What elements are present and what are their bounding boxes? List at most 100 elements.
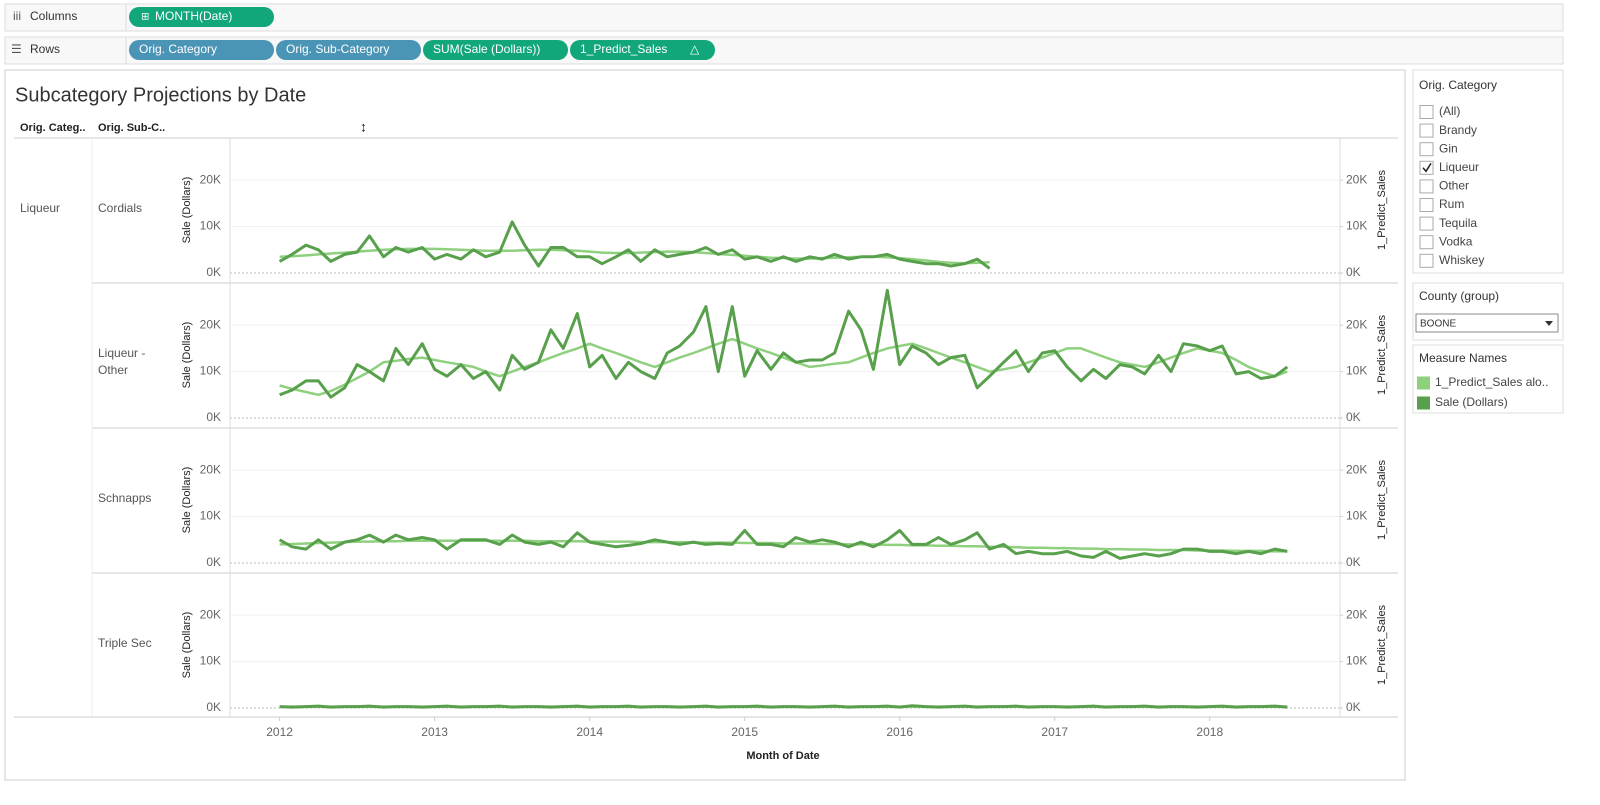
subcategory-label: Triple Sec: [98, 636, 152, 650]
y-tick-label: 20K: [200, 462, 221, 476]
y-axis-title: Sale (Dollars): [181, 177, 193, 244]
y-tick-label: 0K: [206, 555, 221, 569]
y2-tick-label: 20K: [1346, 462, 1367, 476]
y2-axis-title: 1_Predict_Sales: [1376, 604, 1388, 685]
filter-card: [1412, 69, 1564, 274]
subcategory-label: Schnapps: [98, 491, 152, 505]
check-mark: [1422, 162, 1432, 173]
y-tick-label: 10K: [200, 654, 221, 668]
county-dropdown[interactable]: [1415, 313, 1559, 333]
x-tick-label: 2018: [1196, 725, 1223, 739]
y-tick-label: 0K: [206, 410, 221, 424]
pane-label-box: Cordials: [98, 201, 143, 215]
series-line: [279, 704, 1288, 709]
x-tick-label: 2015: [731, 725, 758, 739]
checkbox[interactable]: [1419, 253, 1434, 268]
pill[interactable]: [129, 7, 274, 27]
y2-tick-label: 10K: [1346, 654, 1367, 668]
legend-title: Measure Names: [1419, 351, 1507, 365]
filter-option: Brandy: [1439, 123, 1477, 137]
y2-tick-label: 0K: [1346, 410, 1361, 424]
row-header: Orig. Sub-C..: [98, 122, 165, 134]
filter-option: Gin: [1439, 141, 1458, 155]
county-value: BOONE: [1420, 319, 1456, 330]
pill-label: MONTH(Date): [155, 9, 232, 23]
county-title: County (group): [1419, 289, 1499, 303]
y2-tick-label: 10K: [1346, 364, 1367, 378]
y2-tick-label: 20K: [1346, 172, 1367, 186]
pane-label-box: Liqueur - Other: [98, 346, 146, 377]
series-line: [278, 220, 991, 270]
legend-card: [1412, 344, 1564, 414]
y2-tick-label: 10K: [1346, 219, 1367, 233]
pill[interactable]: [129, 40, 274, 60]
filter-title: Orig. Category: [1419, 78, 1497, 92]
columns-label: Columns: [30, 9, 77, 23]
filter-option: Tequila: [1439, 216, 1477, 230]
legend-swatch: [1417, 376, 1430, 390]
rows-icon: ☰: [11, 42, 22, 56]
checkbox[interactable]: [1419, 160, 1434, 175]
y2-tick-label: 0K: [1346, 700, 1361, 714]
checkbox[interactable]: [1419, 235, 1434, 250]
columns-icon: iii: [13, 9, 21, 23]
y2-tick-label: 0K: [1346, 555, 1361, 569]
checkbox[interactable]: [1419, 216, 1434, 231]
x-tick-label: 2014: [576, 725, 603, 739]
filter-option: Whiskey: [1439, 253, 1484, 267]
pill-label: 1_Predict_Sales: [580, 42, 667, 56]
checkbox[interactable]: [1419, 179, 1434, 194]
filter-option: Vodka: [1439, 234, 1473, 248]
x-tick-label: 2012: [266, 725, 293, 739]
y2-tick-label: 0K: [1346, 265, 1361, 279]
y-axis-title: Sale (Dollars): [181, 467, 193, 534]
filter-option: Rum: [1439, 197, 1464, 211]
y2-axis-title: 1_Predict_Sales: [1376, 459, 1388, 540]
pill[interactable]: [276, 40, 421, 60]
filter-option: (All): [1439, 104, 1460, 118]
y-tick-label: 10K: [200, 219, 221, 233]
series-line: [279, 539, 1288, 553]
y-axis-title: Sale (Dollars): [181, 322, 193, 389]
checkbox[interactable]: [1419, 198, 1434, 212]
subcategory-label: Cordials: [98, 201, 143, 215]
pill-icon: ⊞: [141, 12, 149, 23]
y-tick-label: 20K: [200, 317, 221, 331]
pane-label-box: Triple Sec: [98, 636, 152, 650]
pill[interactable]: [423, 40, 568, 60]
pill-label: Orig. Sub-Category: [286, 42, 389, 56]
y-tick-label: 20K: [200, 172, 221, 186]
pane-label-box: Schnapps: [98, 491, 152, 505]
x-tick-label: 2017: [1041, 725, 1068, 739]
series-line: [278, 529, 1288, 560]
category-label: Liqueur: [20, 201, 60, 215]
y-tick-label: 0K: [206, 700, 221, 714]
pill-label: Orig. Category: [139, 42, 217, 56]
y-tick-label: 10K: [200, 364, 221, 378]
y2-axis-title: 1_Predict_Sales: [1376, 314, 1388, 395]
pill-icon: △: [690, 42, 700, 56]
checkbox[interactable]: [1419, 105, 1434, 119]
legend-swatch: [1417, 396, 1430, 410]
filter-option: Liqueur: [1439, 160, 1479, 174]
checkbox[interactable]: [1419, 142, 1434, 157]
dropdown-arrow: [1545, 321, 1553, 326]
view-title: Subcategory Projections by Date: [15, 84, 306, 106]
y-tick-label: 10K: [200, 509, 221, 523]
y2-tick-label: 20K: [1346, 607, 1367, 621]
y-axis-title: Sale (Dollars): [181, 612, 193, 679]
subcategory-label: Liqueur - Other: [98, 346, 146, 377]
y2-axis-title: 1_Predict_Sales: [1376, 169, 1388, 250]
row-header: Orig. Categ..: [20, 122, 85, 134]
series-line: [279, 337, 1288, 397]
legend-label: Sale (Dollars): [1435, 395, 1508, 409]
x-tick-label: 2016: [886, 725, 913, 739]
resize-cursor: ↕: [360, 119, 367, 135]
pill[interactable]: [570, 40, 715, 60]
checkbox[interactable]: [1419, 123, 1434, 138]
rows-label: Rows: [30, 42, 60, 56]
filter-option: Other: [1439, 179, 1469, 193]
y-tick-label: 0K: [206, 265, 221, 279]
series-line: [279, 288, 1289, 399]
